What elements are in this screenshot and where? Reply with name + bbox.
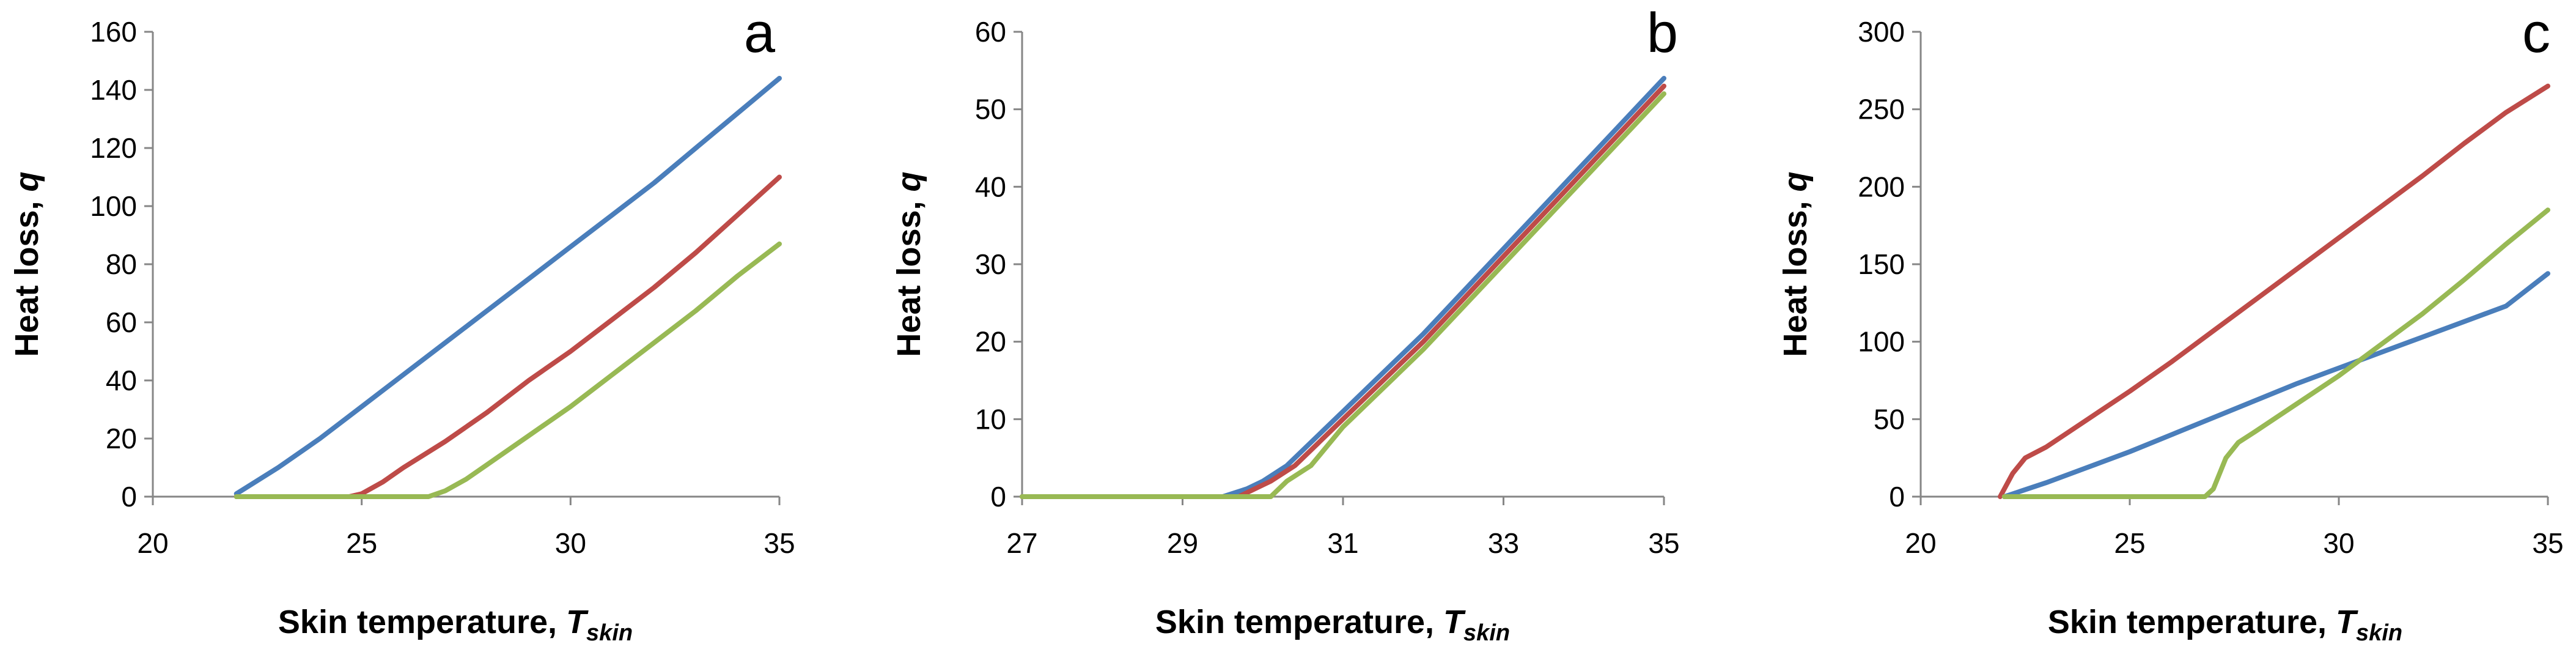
y-axis-title-text: Heat loss, [9,191,45,357]
series-line-2 [1998,83,2550,499]
y-tick-label: 10 [975,403,1006,435]
y-tick-label: 300 [1858,16,1905,48]
x-tick-label: 30 [2323,527,2354,559]
y-tick-label: 20 [106,423,137,454]
y-tick-label: 150 [1858,248,1905,280]
x-axis-title-text: Skin temperature, [2048,604,2336,640]
y-tick-label: 160 [90,16,137,48]
y-axis-variable: q [9,171,45,191]
y-tick-label: 100 [90,190,137,222]
series-line-3 [2001,207,2550,499]
series-line-2 [1020,83,1666,499]
x-tick-label: 35 [2532,527,2563,559]
x-axis-title-text: Skin temperature, [278,604,566,640]
y-tick-label: 250 [1858,94,1905,125]
x-tick-label: 35 [764,527,795,559]
x-axis-title-text: Skin temperature, [1155,604,1443,640]
x-axis-subscript: skin [586,620,633,646]
x-tick-label: 31 [1327,527,1358,559]
y-tick-label: 0 [1889,481,1905,513]
x-tick-label: 20 [1905,527,1936,559]
x-tick-label: 30 [555,527,586,559]
y-tick-label: 50 [975,94,1006,125]
chart-panel-b: 0 10 20 30 40 50 60 27 29 31 33 35 b Skin temperature… [891,2,1680,646]
y-axis-title: Heat loss, q [891,171,927,357]
x-axis-subscript: skin [2356,620,2402,646]
x-tick-label: 35 [1648,527,1679,559]
y-axis-title: Heat loss, q [1777,171,1814,357]
series-line-1 [1020,76,1666,499]
y-axis-variable: q [891,171,927,191]
y-tick-label: 60 [106,306,137,338]
y-tick-label: 60 [975,16,1006,48]
x-axis-variable: T [2336,604,2358,640]
y-tick-label: 100 [1858,326,1905,358]
x-tick-label: 27 [1006,527,1037,559]
y-tick-label: 50 [1874,403,1905,435]
y-axis-title-text: Heat loss, [891,191,927,357]
series-line-3 [234,241,782,499]
y-tick-label: 80 [106,248,137,280]
x-axis-title: Skin temperature, Tskin [1155,604,1510,646]
y-tick-label: 0 [990,481,1006,513]
x-tick-label: 20 [137,527,168,559]
series-line-1 [2001,271,2550,499]
y-tick-label: 30 [975,248,1006,280]
y-tick-label: 20 [975,326,1006,358]
series-line-1 [234,76,782,497]
x-axis-variable: T [566,604,589,640]
panel-label: b [1647,2,1678,64]
y-tick-label: 140 [90,74,137,106]
x-tick-label: 33 [1488,527,1519,559]
y-tick-label: 40 [106,365,137,396]
x-tick-label: 25 [346,527,377,559]
panel-label: a [744,2,776,64]
x-tick-label: 29 [1167,527,1198,559]
x-axis-subscript: skin [1463,620,1510,646]
y-axis-variable: q [1777,171,1814,191]
x-axis-title: Skin temperature, Tskin [2048,604,2402,646]
y-axis-title-text: Heat loss, [1777,191,1814,357]
y-axis-title: Heat loss, q [9,171,45,357]
x-axis-variable: T [1443,604,1466,640]
series-line-3 [1020,91,1666,499]
y-tick-label: 120 [90,132,137,164]
panel-label: c [2522,2,2550,64]
y-tick-label: 200 [1858,171,1905,202]
x-axis-title: Skin temperature, Tskin [278,604,633,646]
chart-panel-c: 0 50 100 150 200 250 300 20 25 30 35 c Skin temperat… [1777,2,2564,646]
y-tick-label: 0 [121,481,137,513]
y-tick-label: 40 [975,171,1006,202]
x-tick-label: 25 [2114,527,2145,559]
